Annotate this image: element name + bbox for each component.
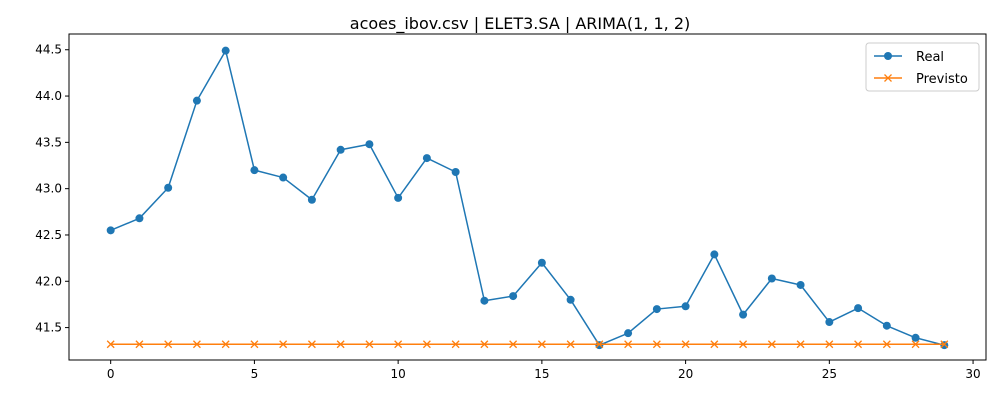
point-previsto-20	[681, 340, 690, 349]
point-real-3	[192, 96, 201, 105]
series-line-real	[110, 49, 945, 346]
point-real-1	[135, 214, 144, 223]
point-previsto-28	[911, 340, 920, 349]
point-previsto-18	[624, 340, 633, 349]
point-previsto-29	[940, 340, 949, 349]
x-tick-label-3: 15	[534, 367, 549, 381]
point-previsto-11	[422, 340, 431, 349]
legend-label-real: Real	[916, 50, 944, 65]
point-real-28	[911, 333, 920, 342]
point-real-12	[451, 167, 460, 176]
point-real-22	[739, 310, 748, 319]
point-previsto-1	[135, 340, 144, 349]
legend: Real Previsto	[865, 42, 980, 92]
chart-title: acoes_ibov.csv | ELET3.SA | ARIMA(1, 1, …	[350, 14, 690, 34]
x-tick-label-1: 5	[251, 367, 259, 381]
point-previsto-23	[767, 340, 776, 349]
point-previsto-27	[882, 340, 891, 349]
point-real-29	[940, 341, 949, 350]
point-previsto-25	[825, 340, 834, 349]
point-previsto-8	[336, 340, 345, 349]
point-real-10	[394, 193, 403, 202]
y-tick-label-0: 41.5	[35, 321, 62, 335]
point-real-9	[365, 140, 374, 149]
point-real-11	[422, 154, 431, 163]
y-tick-label-1: 42.0	[35, 274, 62, 288]
point-real-15	[537, 258, 546, 267]
y-tick-label-3: 43.0	[35, 182, 62, 196]
point-real-18	[624, 329, 633, 338]
point-real-5	[250, 166, 259, 175]
y-tick-label-5: 44.0	[35, 89, 62, 103]
plot-frame	[68, 33, 987, 361]
point-previsto-4	[221, 340, 230, 349]
legend-box	[865, 42, 980, 92]
x-tick-label-6: 30	[965, 367, 980, 381]
point-previsto-9	[365, 340, 374, 349]
point-previsto-24	[796, 340, 805, 349]
x-tick-label-4: 20	[678, 367, 693, 381]
x-tick-label-5: 25	[822, 367, 837, 381]
x-tick-label-2: 10	[391, 367, 406, 381]
point-previsto-21	[710, 340, 719, 349]
point-real-8	[336, 145, 345, 154]
point-real-17	[595, 341, 604, 350]
point-real-14	[509, 292, 518, 301]
y-tick-label-4: 43.5	[35, 135, 62, 149]
point-previsto-5	[250, 340, 259, 349]
point-real-6	[279, 173, 288, 182]
point-previsto-7	[307, 340, 316, 349]
plot-series	[106, 46, 949, 350]
point-previsto-0	[106, 340, 115, 349]
point-previsto-17	[595, 340, 604, 349]
point-real-16	[566, 295, 575, 304]
point-real-27	[882, 321, 891, 330]
point-real-26	[854, 304, 863, 313]
y-tick-label-6: 44.5	[35, 43, 62, 57]
point-real-19	[652, 305, 661, 314]
point-previsto-26	[854, 340, 863, 349]
point-previsto-14	[509, 340, 518, 349]
point-real-25	[825, 318, 834, 327]
point-previsto-19	[652, 340, 661, 349]
point-previsto-22	[739, 340, 748, 349]
point-previsto-2	[164, 340, 173, 349]
point-real-7	[307, 195, 316, 204]
point-real-2	[164, 183, 173, 192]
point-previsto-3	[192, 340, 201, 349]
axis-ticks: 0 5 10 15 20 25 30 41.5 42.0 42.5 43.0 43.5 44.0 44.5	[35, 43, 980, 381]
point-previsto-13	[480, 340, 489, 349]
point-real-23	[767, 274, 776, 283]
point-real-21	[710, 250, 719, 259]
point-real-13	[480, 296, 489, 305]
point-previsto-10	[394, 340, 403, 349]
point-previsto-12	[451, 340, 460, 349]
point-real-4	[221, 46, 230, 55]
legend-marker-real	[884, 52, 892, 60]
legend-label-previsto: Previsto	[916, 72, 968, 87]
point-previsto-15	[537, 340, 546, 349]
y-tick-label-2: 42.5	[35, 228, 62, 242]
point-previsto-16	[566, 340, 575, 349]
point-previsto-6	[279, 340, 288, 349]
legend-marker-previsto	[884, 74, 892, 82]
point-real-20	[681, 302, 690, 311]
point-real-0	[106, 226, 115, 235]
x-tick-label-0: 0	[107, 367, 115, 381]
point-real-24	[796, 280, 805, 289]
